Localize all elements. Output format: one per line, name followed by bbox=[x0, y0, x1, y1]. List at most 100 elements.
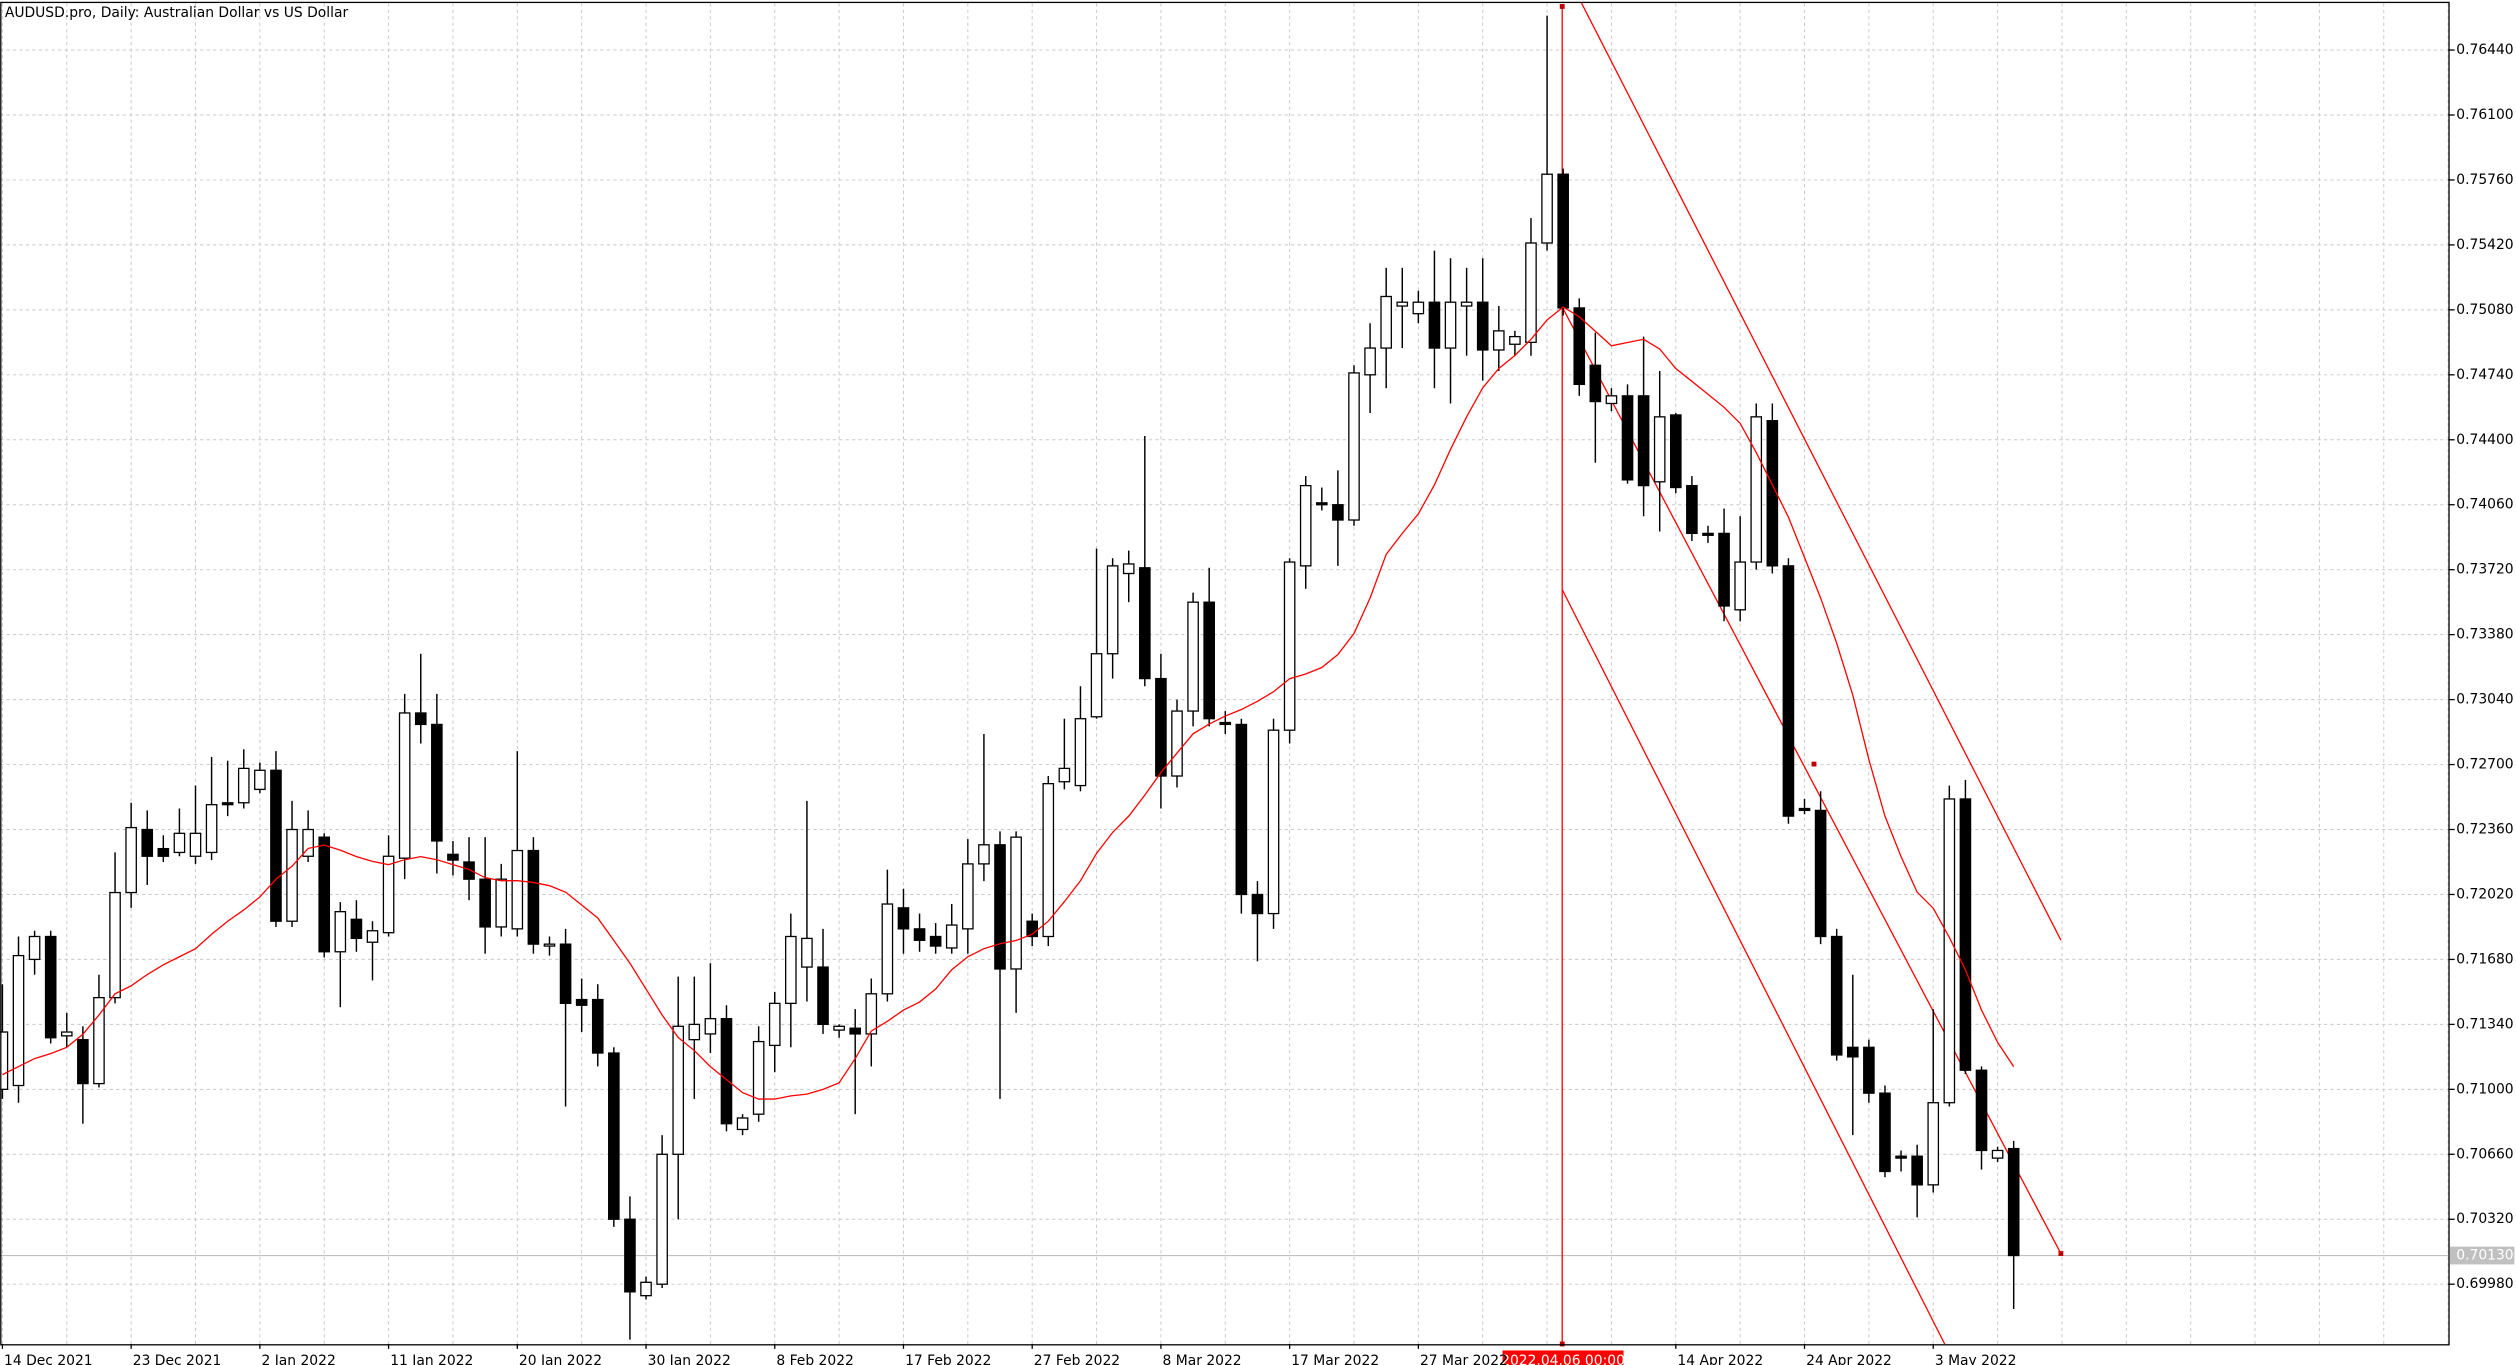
x-tick-label: 24 Apr 2022 bbox=[1806, 1353, 1892, 1365]
candle-body bbox=[1653, 416, 1666, 483]
x-tick-label: 3 May 2022 bbox=[1935, 1353, 2017, 1365]
y-tick-label: 0.70660 bbox=[2456, 1146, 2513, 1162]
y-tick-label: 0.73040 bbox=[2456, 692, 2513, 708]
candle-body bbox=[608, 1052, 620, 1220]
candle-body bbox=[1509, 335, 1521, 345]
anchor-point bbox=[1811, 761, 1817, 767]
candle-body bbox=[1943, 798, 1956, 1104]
candle-body bbox=[1251, 893, 1264, 915]
candle-body bbox=[1428, 301, 1441, 349]
candle-body bbox=[1122, 563, 1135, 575]
y-tick-label: 0.72020 bbox=[2456, 886, 2513, 902]
candle-body bbox=[495, 878, 508, 928]
x-tick-label: 2 Jan 2022 bbox=[261, 1353, 335, 1365]
candle-body bbox=[543, 943, 556, 947]
x-tick-label: 14 Apr 2022 bbox=[1677, 1353, 1763, 1365]
candle-body bbox=[962, 863, 974, 930]
candle-body bbox=[44, 935, 57, 1039]
candle-body bbox=[1959, 798, 1972, 1071]
candle-body bbox=[511, 849, 524, 930]
candle-body bbox=[1879, 1092, 1891, 1173]
y-tick-label: 0.74060 bbox=[2456, 497, 2513, 513]
grid bbox=[0, 3, 2449, 1344]
candle-body bbox=[479, 878, 491, 928]
x-tick-label: 8 Feb 2022 bbox=[776, 1353, 853, 1365]
channel-lower bbox=[1561, 589, 1946, 1345]
y-tick-label: 0.69980 bbox=[2456, 1276, 2513, 1292]
y-tick-label: 0.71000 bbox=[2456, 1081, 2513, 1097]
plot-frame bbox=[0, 1, 2450, 1346]
candle-body bbox=[1734, 561, 1746, 611]
candle-body bbox=[1863, 1046, 1875, 1094]
candle-body bbox=[1975, 1069, 1988, 1152]
candle-body bbox=[1219, 721, 1232, 726]
candle-body bbox=[1991, 1149, 2004, 1159]
candle-body bbox=[1605, 395, 1618, 405]
candle-body bbox=[801, 937, 813, 968]
anchor-point bbox=[1559, 4, 1565, 9]
candle-body bbox=[624, 1218, 636, 1293]
candle-body bbox=[1203, 601, 1215, 720]
candle-body bbox=[752, 1040, 765, 1115]
channel-upper bbox=[1581, 2, 2062, 941]
candle-body bbox=[1074, 718, 1087, 787]
moving-average bbox=[2, 306, 2015, 1100]
candle-body bbox=[1058, 767, 1071, 783]
candle-body bbox=[366, 930, 379, 943]
candle-body bbox=[157, 847, 170, 857]
candle-body bbox=[270, 769, 282, 922]
candle-body bbox=[431, 723, 443, 842]
candle-body bbox=[897, 907, 910, 930]
candle-body bbox=[205, 804, 218, 854]
y-tick-label: 0.74740 bbox=[2456, 367, 2513, 383]
candle-body bbox=[865, 993, 878, 1035]
x-tick-label: 17 Mar 2022 bbox=[1291, 1353, 1379, 1365]
candle-body bbox=[1380, 295, 1392, 349]
candle-body bbox=[1814, 809, 1827, 938]
candle-body bbox=[93, 996, 105, 1085]
y-tick-label: 0.73720 bbox=[2456, 562, 2513, 578]
y-tick-label: 0.72700 bbox=[2456, 757, 2513, 773]
candle-body bbox=[913, 928, 926, 941]
y-tick-label: 0.70320 bbox=[2456, 1211, 2513, 1227]
candle-body bbox=[1669, 414, 1682, 489]
candle-body bbox=[221, 802, 234, 806]
candle-body bbox=[1637, 395, 1650, 487]
candle-body bbox=[1492, 330, 1505, 351]
candle-body bbox=[1766, 420, 1779, 567]
candle-body bbox=[672, 1025, 685, 1155]
candle-body bbox=[1525, 242, 1537, 343]
candle-body bbox=[591, 998, 604, 1054]
candle-body bbox=[1106, 565, 1119, 655]
y-tick-label: 0.76100 bbox=[2456, 107, 2513, 123]
candle-body bbox=[1895, 1155, 1907, 1159]
candle-body bbox=[656, 1153, 668, 1285]
candle-body bbox=[1026, 920, 1038, 938]
candle-body bbox=[254, 769, 266, 791]
candle-body bbox=[1702, 532, 1714, 536]
candle-body bbox=[1927, 1102, 1940, 1186]
x-tick-label: 27 Feb 2022 bbox=[1034, 1353, 1120, 1365]
x-tick-label: 20 Jan 2022 bbox=[519, 1353, 602, 1365]
candle-body bbox=[1396, 301, 1409, 307]
chart-title: AUDUSD.pro, Daily: Australian Dollar vs … bbox=[5, 5, 349, 21]
candle-body bbox=[575, 998, 588, 1006]
candle-body bbox=[1621, 395, 1634, 481]
candle-body bbox=[1267, 729, 1280, 915]
candle-body bbox=[189, 832, 202, 857]
candle-body bbox=[833, 1025, 845, 1031]
candle-body bbox=[720, 1018, 733, 1125]
candle-body bbox=[1042, 783, 1055, 938]
x-tick-label: 23 Dec 2021 bbox=[133, 1353, 222, 1365]
candle-body bbox=[2007, 1147, 2020, 1257]
y-tick-label: 0.75760 bbox=[2456, 172, 2513, 188]
candle-body bbox=[286, 828, 298, 922]
candle-body bbox=[1686, 484, 1698, 535]
candle-body bbox=[785, 935, 797, 1005]
current-price-label: 0.70130 bbox=[2456, 1248, 2513, 1264]
x-tick-label: 30 Jan 2022 bbox=[648, 1353, 731, 1365]
candle-body bbox=[382, 855, 395, 934]
candle-body bbox=[1139, 567, 1151, 680]
candle-body bbox=[688, 1023, 701, 1041]
